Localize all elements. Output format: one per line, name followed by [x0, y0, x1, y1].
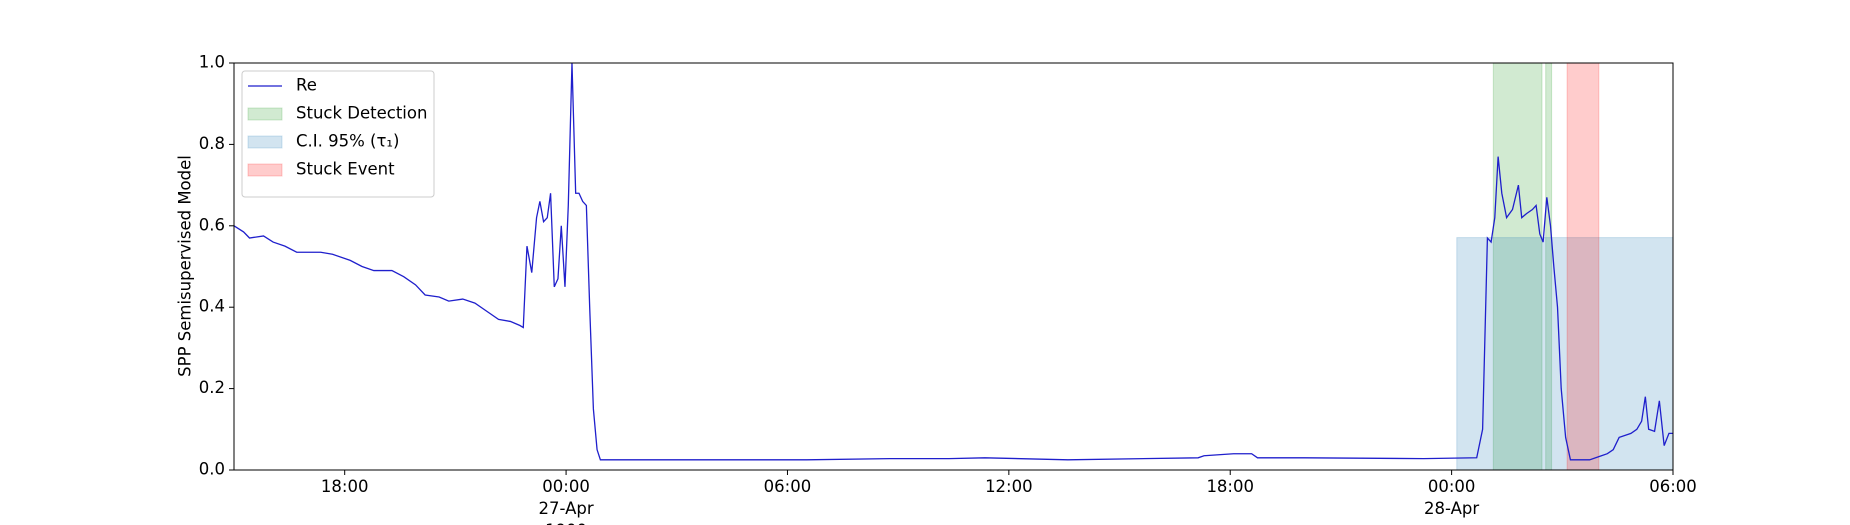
- y-tick-label: 1.0: [199, 53, 225, 72]
- y-tick-label: 0.0: [199, 460, 225, 479]
- y-tick-label: 0.8: [199, 134, 225, 153]
- legend-label: Stuck Detection: [296, 104, 427, 123]
- x-tick-label: 18:00: [321, 477, 369, 496]
- x-date-label: 28-Apr: [1424, 499, 1479, 518]
- x-tick-label: 00:00: [542, 477, 590, 496]
- x-offset-label: 1900: [545, 521, 587, 525]
- span: [1566, 62, 1600, 471]
- legend-patch: [247, 135, 283, 149]
- line-series: [233, 62, 1673, 461]
- legend-label: Stuck Event: [296, 160, 395, 179]
- x-date-label: 27-Apr: [539, 499, 594, 518]
- x-tick-label: 12:00: [985, 477, 1033, 496]
- y-tick-label: 0.4: [199, 297, 225, 316]
- x-tick-label: 06:00: [764, 477, 812, 496]
- plot-frame: [233, 62, 1674, 471]
- x-tick-label: 18:00: [1206, 477, 1254, 496]
- legend-patch: [247, 107, 283, 121]
- legend-box: [241, 70, 435, 198]
- legend-patch: [247, 163, 283, 177]
- x-tick-label: 00:00: [1428, 477, 1476, 496]
- y-tick-label: 0.6: [199, 215, 225, 234]
- legend-label: C.I. 95% (τ₁): [296, 132, 399, 151]
- span: [1492, 62, 1543, 471]
- legend-label: Re: [296, 76, 317, 95]
- y-tick-label: 0.2: [199, 378, 225, 397]
- x-tick-label: 06:00: [1649, 477, 1697, 496]
- y-axis-label: SPP Semisupervised Model: [176, 155, 195, 377]
